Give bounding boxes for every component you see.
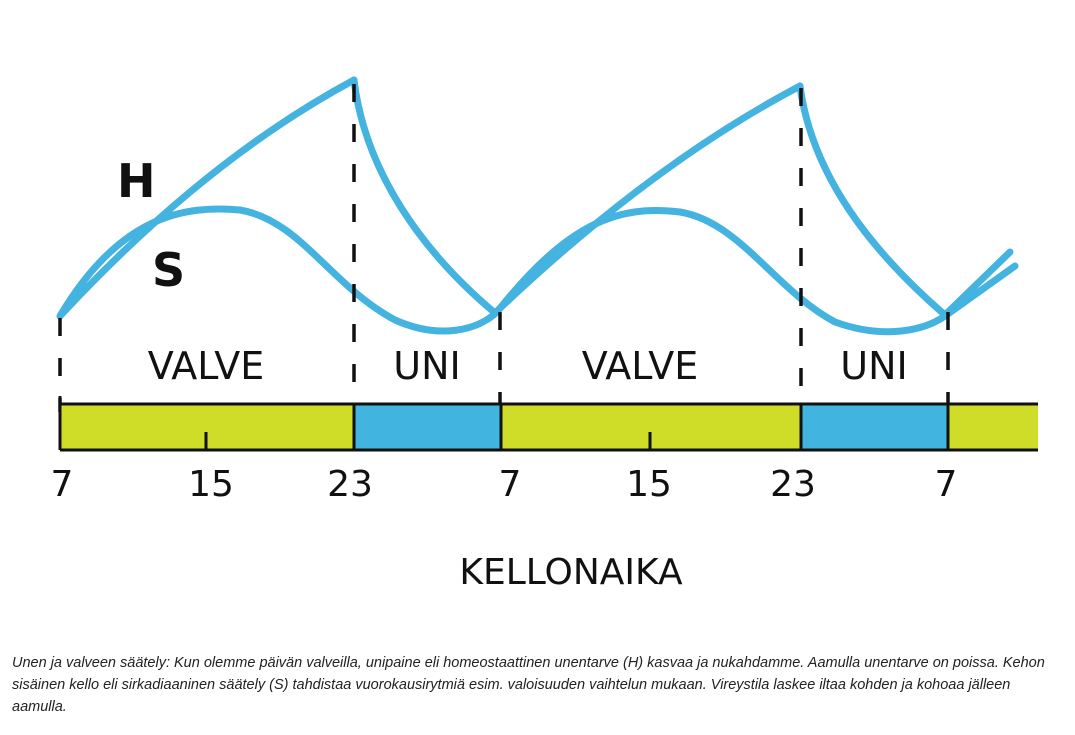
tick-label: 23	[327, 464, 373, 505]
h-curve-rise-2	[491, 82, 804, 317]
axis-title: KELLONAIKA	[459, 552, 683, 593]
sleep-segment	[354, 404, 501, 450]
tick-label: 7	[51, 464, 74, 505]
s-curve-2	[493, 207, 949, 336]
s-label: S	[152, 243, 185, 297]
tick-label: 15	[188, 464, 234, 505]
figure-caption: Unen ja valveen säätely: Kun olemme päiv…	[12, 655, 1045, 715]
tick-label: 7	[935, 464, 958, 505]
sleep-segment	[801, 404, 948, 450]
h-curve-fall-1	[350, 76, 499, 317]
h-curve-fall-2	[796, 82, 949, 319]
tick-label: 15	[626, 464, 672, 505]
h-curves	[56, 76, 1014, 320]
tick-labels: 7 15 23 7 15 23 7	[51, 464, 958, 505]
phase-label: VALVE	[148, 344, 265, 388]
tick-label: 23	[770, 464, 816, 505]
h-curve-rise-1	[56, 76, 358, 320]
s-curve-1	[56, 205, 501, 335]
awake-segment	[948, 404, 1038, 450]
phase-label: VALVE	[582, 344, 699, 388]
phase-boundaries	[58, 84, 950, 412]
tick-label: 7	[499, 464, 522, 505]
phase-label: UNI	[393, 344, 460, 388]
sleep-regulation-diagram: H S VALVE UNI VALVE UNI 7 15 23 7 15	[51, 76, 1038, 593]
s-curves	[56, 205, 1019, 336]
time-bar	[58, 396, 1038, 452]
s-curve-3	[941, 262, 1019, 320]
phase-label: UNI	[840, 344, 907, 388]
h-label: H	[117, 154, 156, 208]
